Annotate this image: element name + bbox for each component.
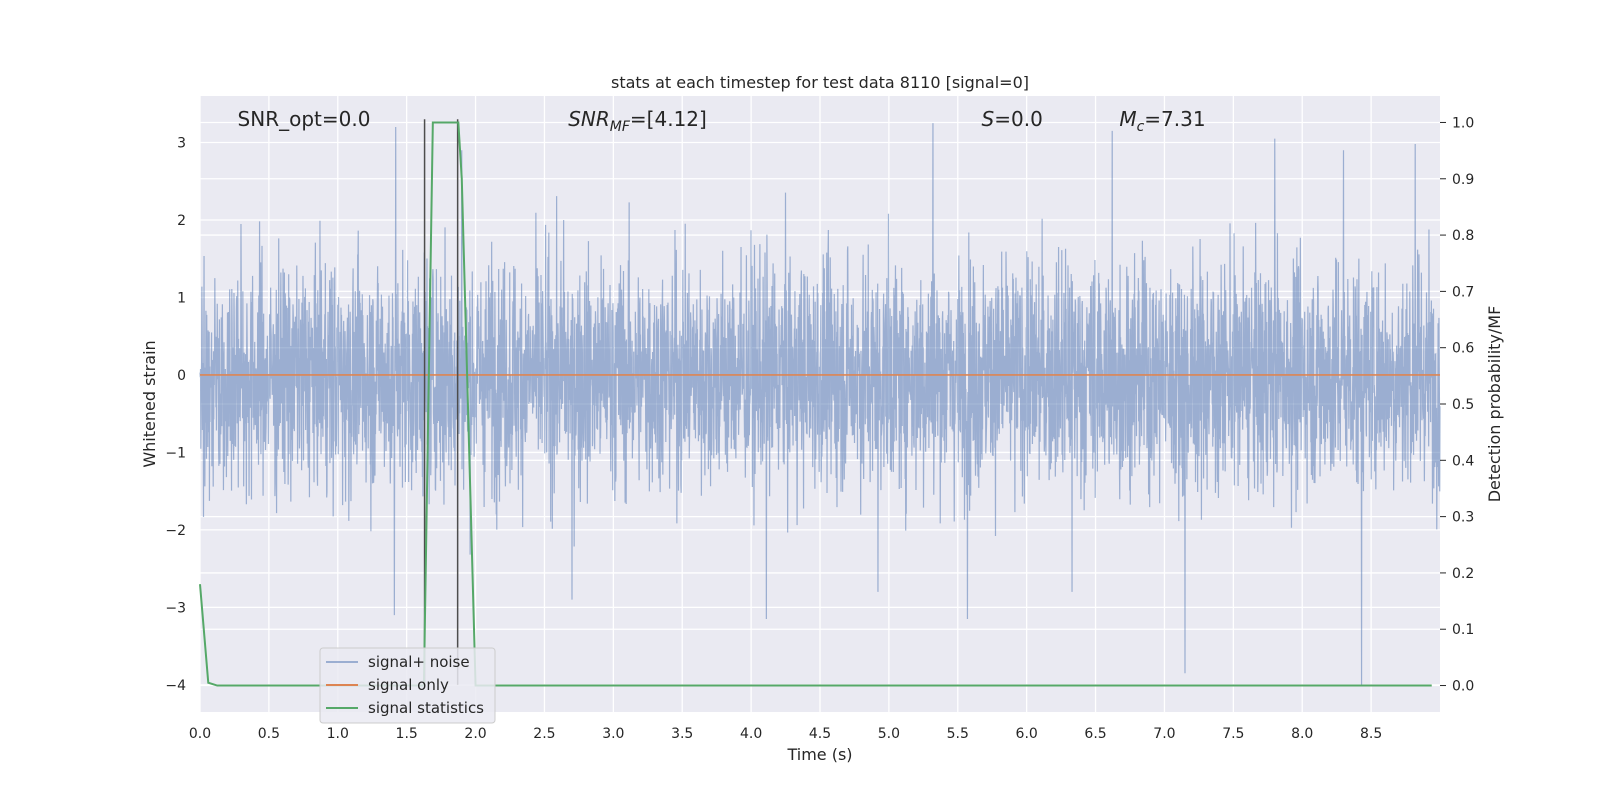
x-tick-label: 2.0 — [464, 726, 486, 742]
y-tick-label: 3 — [177, 135, 186, 151]
x-tick-label: 1.5 — [396, 726, 418, 742]
x-tick-label: 8.0 — [1291, 726, 1313, 742]
chart-title: stats at each timestep for test data 811… — [611, 73, 1029, 92]
legend: signal+ noise signal only signal statist… — [319, 647, 496, 724]
annotation: SNRMF=[4.12] — [568, 107, 707, 135]
x-tick-label: 1.0 — [327, 726, 349, 742]
x-axis-label: Time (s) — [786, 745, 852, 764]
signal-noise-series — [199, 123, 1441, 685]
annotation: S=0.0 — [982, 107, 1043, 131]
annotation: Mc=7.31 — [1119, 107, 1205, 135]
ticks: 0.0 0.5 1.0 1.5 2.0 2.5 3.0 3.5 4.0 4.5 5.0 5.5 6.0 6… — [165, 115, 1474, 742]
y2-axis-label: Detection probability/MF — [1485, 306, 1504, 503]
y2-tick-label: 0.7 — [1452, 284, 1474, 300]
x-tick-label: 3.0 — [602, 726, 624, 742]
y-tick-label: −2 — [165, 523, 186, 539]
annotation: SNR_opt=0.0 — [238, 107, 371, 131]
y2-tick-label: 0.3 — [1452, 510, 1474, 526]
y2-tick-label: 0.5 — [1452, 397, 1474, 413]
signal-statistics-series — [199, 121, 1432, 687]
y2-tick-label: 0.1 — [1452, 622, 1474, 638]
y-tick-label: −1 — [165, 445, 186, 461]
y-tick-label: 0 — [177, 368, 186, 384]
y2-tick-label: 1.0 — [1452, 115, 1474, 131]
x-tick-label: 5.5 — [947, 726, 969, 742]
x-tick-label: 7.5 — [1222, 726, 1244, 742]
y2-tick-label: 0.2 — [1452, 566, 1474, 582]
x-tick-label: 4.5 — [809, 726, 831, 742]
legend-box — [319, 647, 496, 724]
legend-label-noise: signal+ noise — [368, 653, 470, 671]
y2-tick-label: 0.6 — [1452, 341, 1474, 357]
y-tick-label: −4 — [165, 678, 186, 694]
x-tick-label: 0.0 — [189, 726, 211, 742]
y2-tick-label: 0.4 — [1452, 453, 1474, 469]
x-tick-label: 6.0 — [1016, 726, 1038, 742]
y2-tick-label: 0.8 — [1452, 228, 1474, 244]
y-tick-label: 1 — [177, 290, 186, 306]
x-tick-label: 5.0 — [878, 726, 900, 742]
y-axis-label: Whitened strain — [140, 340, 159, 467]
x-tick-label: 6.5 — [1084, 726, 1106, 742]
legend-label-signal: signal only — [368, 676, 449, 694]
legend-label-stats: signal statistics — [368, 699, 484, 717]
annotations: SNR_opt=0.0 SNRMF=[4.12] S=0.0 Mc=7.31 — [238, 107, 1206, 135]
x-tick-label: 3.5 — [671, 726, 693, 742]
signal-noise-line — [199, 123, 1441, 685]
y-tick-label: −3 — [165, 600, 186, 616]
x-tick-label: 8.5 — [1360, 726, 1382, 742]
x-tick-label: 0.5 — [258, 726, 280, 742]
x-tick-label: 7.0 — [1153, 726, 1175, 742]
y2-tick-label: 0.0 — [1452, 679, 1474, 695]
x-tick-label: 4.0 — [740, 726, 762, 742]
y-tick-label: 2 — [177, 213, 186, 229]
signal-statistics-line — [199, 121, 1432, 687]
y2-tick-label: 0.9 — [1452, 172, 1474, 188]
x-tick-label: 2.5 — [533, 726, 555, 742]
